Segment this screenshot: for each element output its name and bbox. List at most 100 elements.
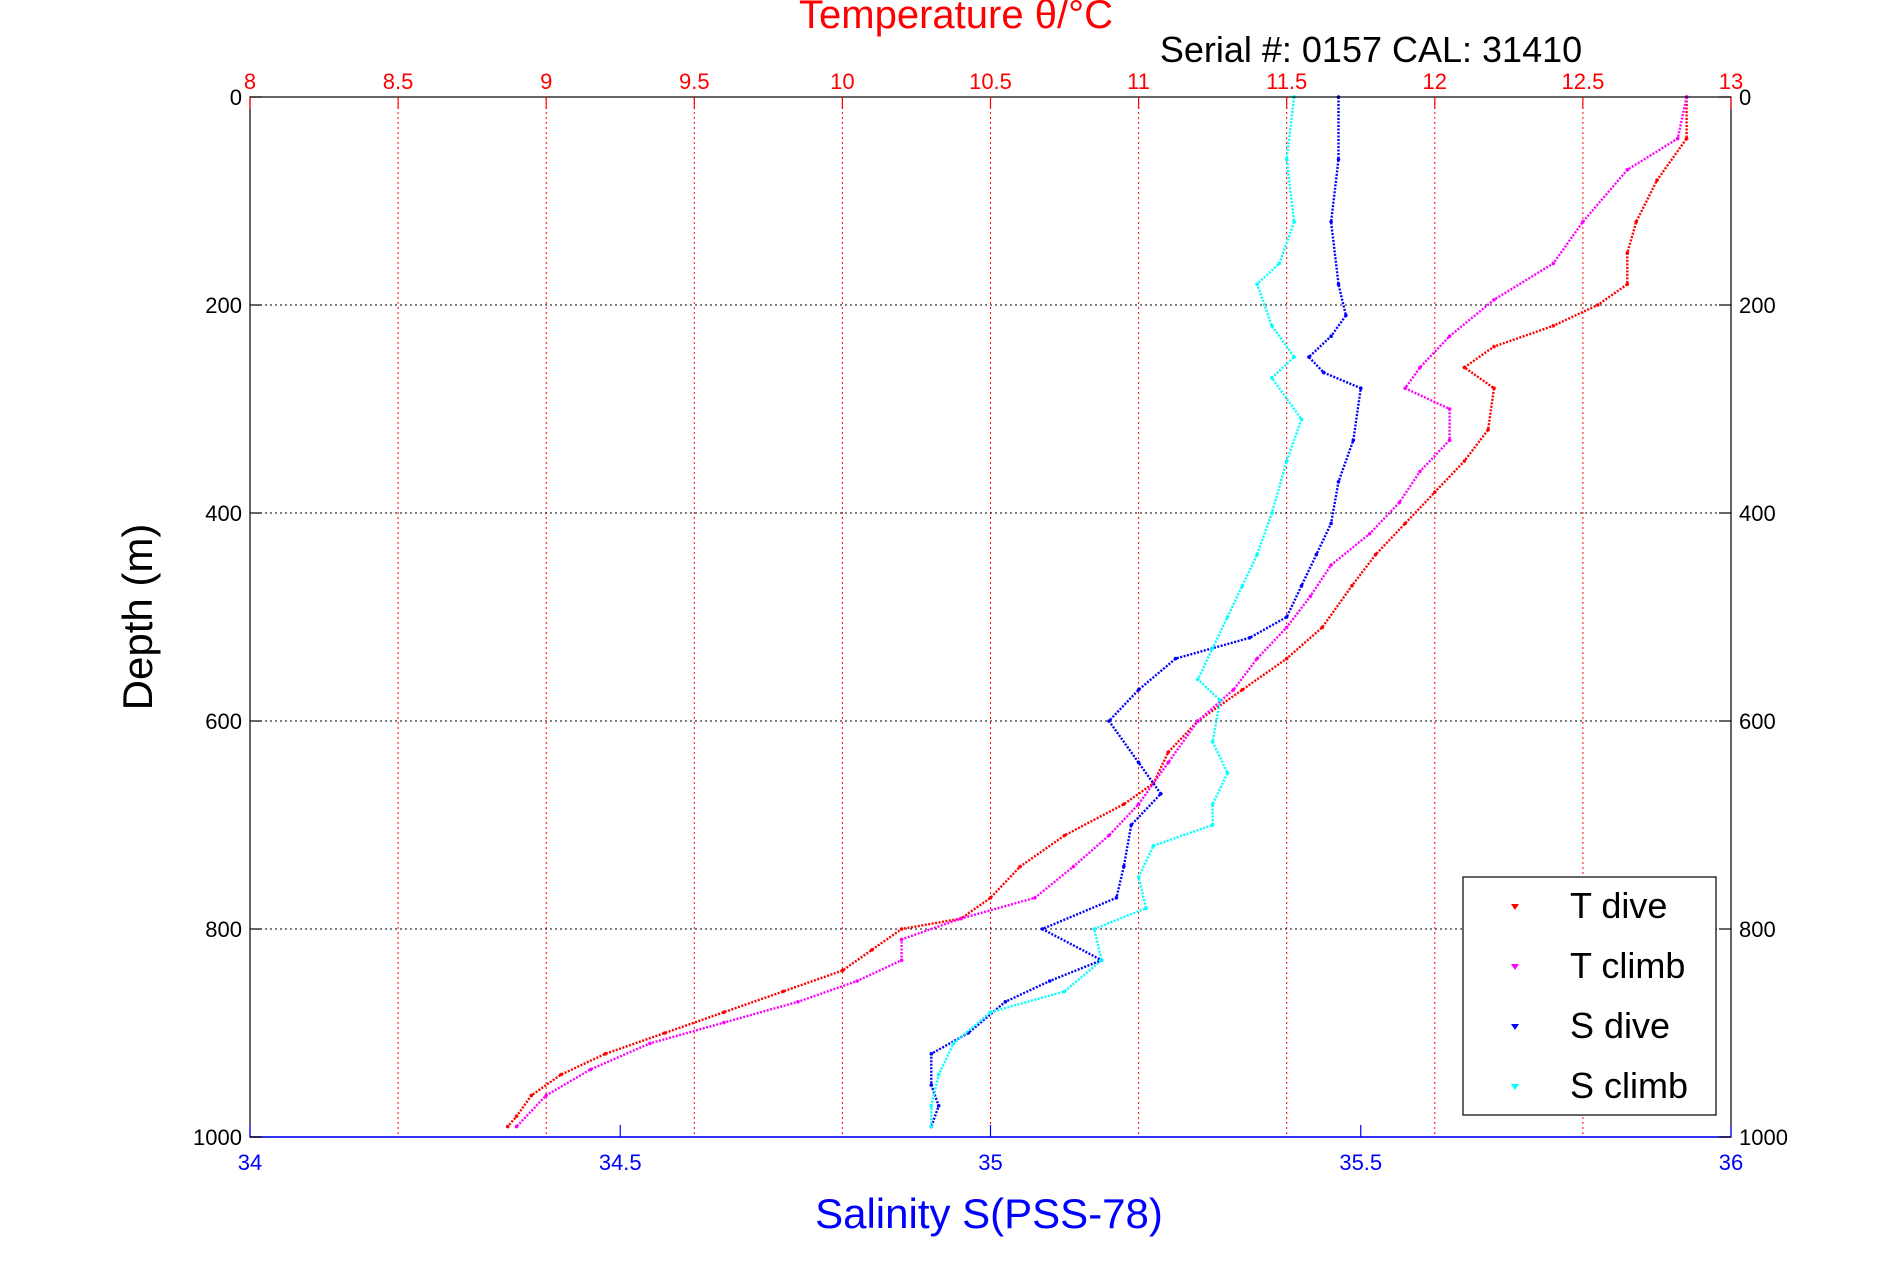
data-point bbox=[1225, 771, 1230, 775]
data-point bbox=[1595, 303, 1600, 307]
data-point bbox=[1270, 511, 1274, 515]
depth-tick-label: 600 bbox=[205, 709, 242, 734]
data-point bbox=[929, 1104, 934, 1108]
data-point bbox=[1255, 282, 1259, 287]
depth-tick-label: 0 bbox=[230, 85, 242, 110]
data-point bbox=[1107, 719, 1111, 723]
data-point bbox=[1210, 823, 1215, 827]
data-point bbox=[929, 1083, 934, 1087]
legend-label: S dive bbox=[1570, 1005, 1670, 1046]
data-point bbox=[929, 1124, 934, 1129]
data-point bbox=[1240, 688, 1245, 692]
data-point bbox=[1218, 698, 1222, 702]
depth-tick-label: 0 bbox=[1739, 85, 1751, 110]
temperature-axis: 8 8.5 9 9.5 10 10.5 11 11.5 12 12.5 13 bbox=[244, 69, 1743, 109]
legend-marker bbox=[1511, 1084, 1519, 1090]
data-point bbox=[1329, 334, 1333, 339]
data-point bbox=[722, 1020, 726, 1025]
legend-marker bbox=[1511, 964, 1519, 970]
data-point bbox=[1240, 584, 1245, 588]
data-point bbox=[514, 1114, 519, 1118]
data-point bbox=[1308, 594, 1313, 598]
data-point bbox=[1122, 864, 1126, 869]
data-point bbox=[1581, 220, 1585, 224]
data-point bbox=[988, 1010, 993, 1014]
legend-label: S climb bbox=[1570, 1065, 1688, 1106]
data-point bbox=[722, 1010, 726, 1014]
depth-tick-label: 200 bbox=[205, 293, 242, 318]
data-point bbox=[1166, 750, 1170, 754]
depth-axis-right: 0 200 400 600 800 1000 bbox=[1719, 85, 1788, 1150]
data-point bbox=[1634, 220, 1638, 224]
salinity-tick-label: 35 bbox=[978, 1150, 1002, 1175]
data-point bbox=[1210, 740, 1215, 744]
data-point bbox=[1151, 844, 1156, 848]
data-point bbox=[1018, 864, 1022, 869]
data-point bbox=[1329, 220, 1333, 224]
data-point bbox=[899, 927, 904, 931]
data-point bbox=[1225, 615, 1230, 619]
data-point bbox=[929, 1052, 934, 1056]
data-point bbox=[1492, 344, 1496, 349]
data-point bbox=[1071, 864, 1076, 869]
temperature-tick-label: 10.5 bbox=[969, 69, 1012, 94]
data-point bbox=[1336, 282, 1341, 287]
data-point bbox=[1321, 370, 1326, 375]
data-point bbox=[1003, 1000, 1008, 1004]
data-point bbox=[1307, 355, 1311, 359]
data-point bbox=[1418, 469, 1422, 474]
data-series bbox=[505, 95, 1689, 1129]
temperature-tick-label: 12.5 bbox=[1561, 69, 1604, 94]
data-point bbox=[796, 1000, 800, 1004]
data-point bbox=[870, 948, 874, 952]
data-point bbox=[1359, 386, 1363, 391]
data-point bbox=[1625, 251, 1630, 255]
chart-title: Temperature θ/°C bbox=[799, 0, 1113, 37]
data-point bbox=[648, 1041, 652, 1046]
data-point bbox=[1136, 875, 1141, 879]
legend-label: T dive bbox=[1570, 885, 1667, 926]
data-point bbox=[1099, 958, 1104, 962]
temperature-tick-label: 11 bbox=[1127, 69, 1150, 94]
data-point bbox=[1166, 760, 1170, 765]
depth-axis-left: 0 200 400 600 800 1000 bbox=[193, 85, 262, 1150]
data-point bbox=[1255, 552, 1259, 557]
data-point bbox=[1270, 324, 1274, 328]
data-point bbox=[936, 1072, 941, 1077]
data-point bbox=[1299, 417, 1304, 422]
salinity-tick-label: 36 bbox=[1719, 1150, 1743, 1175]
data-point bbox=[1486, 428, 1490, 432]
data-point bbox=[1336, 157, 1341, 162]
data-point bbox=[1462, 459, 1467, 463]
depth-tick-label: 800 bbox=[205, 917, 242, 942]
temperature-tick-label: 13 bbox=[1719, 69, 1743, 94]
data-point bbox=[1397, 500, 1402, 505]
data-point bbox=[1292, 355, 1296, 359]
legend-marker bbox=[1511, 904, 1519, 910]
data-point bbox=[1114, 896, 1119, 900]
data-point bbox=[1033, 896, 1037, 900]
data-point bbox=[1122, 802, 1126, 806]
data-point bbox=[1277, 261, 1282, 266]
data-point bbox=[1144, 906, 1148, 910]
data-point bbox=[1107, 833, 1111, 838]
data-point bbox=[1433, 490, 1437, 495]
data-point bbox=[1092, 927, 1096, 931]
data-point bbox=[951, 1041, 956, 1046]
data-point bbox=[1625, 168, 1630, 172]
data-point bbox=[1129, 823, 1133, 827]
grid-lines bbox=[249, 97, 1732, 1137]
salinity-tick-label: 34 bbox=[238, 1150, 262, 1175]
data-point bbox=[514, 1124, 519, 1129]
data-point bbox=[1062, 989, 1067, 994]
depth-tick-label: 400 bbox=[1739, 501, 1776, 526]
data-point bbox=[1684, 136, 1689, 141]
data-point bbox=[1210, 802, 1215, 806]
depth-tick-label: 200 bbox=[1739, 293, 1776, 318]
series-t-climb bbox=[514, 95, 1689, 1129]
data-point bbox=[1447, 438, 1452, 443]
data-point bbox=[1284, 615, 1289, 619]
data-point bbox=[1344, 313, 1348, 318]
data-point bbox=[1314, 552, 1319, 557]
data-point bbox=[1551, 261, 1556, 266]
